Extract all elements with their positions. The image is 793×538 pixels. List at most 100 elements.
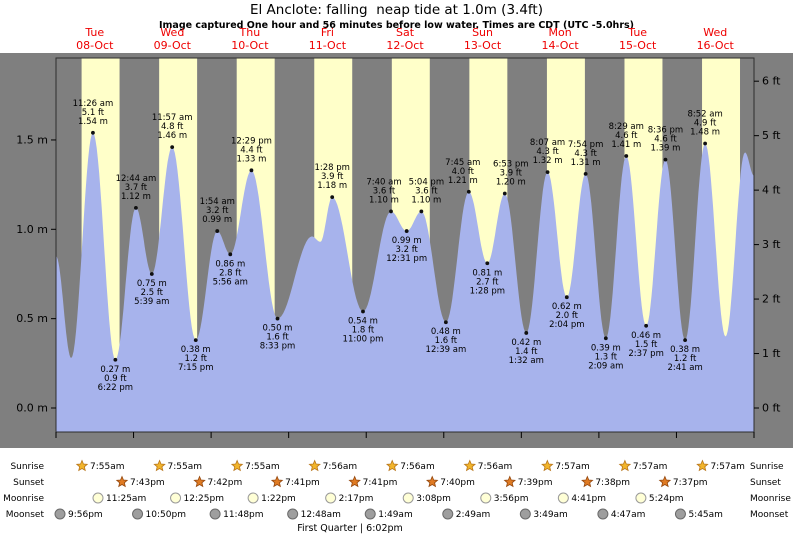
sunset-time: 7:37pm <box>673 478 708 488</box>
y-axis-label-ft: 1 ft <box>762 347 781 360</box>
sunset-icon <box>503 475 517 488</box>
moonrise-icon <box>557 492 569 504</box>
moonrise-row: Moonrise Moonrise 11:25am 12:25pm 1:22pm 2:17… <box>3 492 791 504</box>
moonset-icon <box>597 508 609 520</box>
tide-event-label-line: 3.2 ft <box>395 245 418 255</box>
moonrise-icon <box>92 492 104 504</box>
tide-event-label-line: 3.7 ft <box>125 183 148 193</box>
tide-event-label-line: 0.75 m <box>137 279 167 289</box>
tide-event-label-line: 1.21 m <box>448 176 478 186</box>
tide-event-label-line: 11:57 am <box>152 113 193 123</box>
moonset-time: 11:48pm <box>223 510 263 520</box>
moonset-time: 4:47am <box>611 510 646 520</box>
sunrise-icon <box>385 459 399 472</box>
moonset-icon <box>209 508 221 520</box>
sunrise-time: 7:55am <box>168 462 203 472</box>
moonrise-time: 1:22pm <box>261 494 296 504</box>
tide-event-label-line: 1.18 m <box>317 181 347 191</box>
y-axis-label-m: 0.5 m <box>16 312 48 325</box>
tide-event-label-line: 4.3 ft <box>574 149 597 159</box>
day-weekday: Sun <box>472 26 493 39</box>
tide-event-label-line: 2.5 ft <box>141 288 164 298</box>
moonrise-time: 5:24pm <box>649 494 684 504</box>
tide-event-label-line: 8:33 pm <box>260 342 295 352</box>
tide-event-label-line: 1.31 m <box>571 158 601 168</box>
day-date: 16-Oct <box>697 39 735 52</box>
moonset-icon <box>287 508 299 520</box>
tide-event-label-line: 3.2 ft <box>206 206 229 216</box>
tide-event-label-line: 3.9 ft <box>500 169 523 179</box>
tide-event-label-line: 4.6 ft <box>654 135 677 145</box>
moonset-caption-right: Moonset <box>750 510 789 520</box>
tide-event-label-line: 4.4 ft <box>240 145 263 155</box>
axes: 0.0 m 0.5 m 1.0 m 1.5 m 0 ft 1 ft 2 ft 3 ft 4 ft… <box>16 75 781 438</box>
tide-event-label-line: 5:56 am <box>213 277 248 287</box>
tide-event-dot <box>389 209 393 214</box>
tide-event-label-line: 1.54 m <box>78 117 108 127</box>
sunrise-icon <box>153 459 166 472</box>
tide-event-label-line: 0.9 ft <box>104 374 127 384</box>
tide-event-dot <box>170 145 175 149</box>
tide-event-dot <box>113 357 118 362</box>
tide-event-label-line: 1.46 m <box>157 131 187 141</box>
moonset-time: 10:50pm <box>146 510 186 520</box>
day-weekday: Thu <box>239 26 261 39</box>
moonrise-time: 3:08pm <box>416 494 451 504</box>
sunset-caption-left: Sunset <box>13 478 44 488</box>
day-date: 09-Oct <box>154 39 192 52</box>
y-axis-label-ft: 3 ft <box>762 238 781 251</box>
tide-event-label-line: 12:31 pm <box>386 254 427 264</box>
tide-event-label-line: 2:09 am <box>588 361 623 371</box>
tide-event-dot <box>663 157 668 162</box>
tide-event-label-line: 1.2 ft <box>674 354 697 364</box>
moonset-icon <box>364 508 376 520</box>
chart-title: El Anclote: falling neap tide at 1.0m (3… <box>249 2 543 18</box>
y-axis-label-m: 1.0 m <box>16 223 48 236</box>
sunrise-icon <box>75 459 89 472</box>
moonrise-caption-left: Moonrise <box>3 494 44 504</box>
sunset-icon <box>581 475 594 488</box>
moonset-row: Moonset Moonset 9:56pm 10:50pm 11:48pm 12:48a… <box>6 508 789 520</box>
tide-event-dot <box>275 316 280 321</box>
sunrise-time: 7:56am <box>400 462 435 472</box>
moonrise-time: 3:56pm <box>494 494 529 504</box>
tide-event-label-line: 1.12 m <box>121 192 151 202</box>
day-date: 15-Oct <box>619 39 657 52</box>
tide-event-label-line: 12:29 pm <box>231 136 272 146</box>
tide-event-label-line: 8:29 am <box>609 122 644 132</box>
day-weekday: Tue <box>627 26 647 39</box>
day-weekday: Mon <box>549 26 572 39</box>
tide-event-dot <box>419 209 424 214</box>
sunset-row: Sunset Sunset 7:43pm 7:42pm 7:41pm 7:41pm 7:40… <box>13 475 781 488</box>
moonset-caption-left: Moonset <box>6 510 45 520</box>
tide-event-label-line: 7:40 am <box>366 177 401 187</box>
tide-event-label-line: 7:15 pm <box>178 363 213 373</box>
tide-event-dot <box>644 323 649 328</box>
sunrise-icon <box>308 459 321 472</box>
sunrise-time: 7:56am <box>478 462 513 472</box>
tide-event-dot <box>524 331 529 335</box>
sunrise-row: Sunrise Sunrise 7:55am 7:55am 7:55am 7:56am 7:… <box>10 459 784 472</box>
tide-event-dot <box>249 168 254 173</box>
tide-event-dot <box>624 154 629 158</box>
moonset-time: 2:49am <box>456 510 491 520</box>
tide-event-label-line: 1.41 m <box>611 140 641 150</box>
day-weekday: Fri <box>321 26 334 39</box>
sunrise-time: 7:57am <box>555 462 590 472</box>
date-labels: Tue08-OctWed09-OctThu10-OctFri11-OctSat1… <box>76 26 734 52</box>
sunrise-icon <box>618 459 632 472</box>
tide-event-label-line: 0.38 m <box>181 345 211 355</box>
tide-event-label-line: 2:41 am <box>667 363 702 373</box>
tide-event-label-line: 2.8 ft <box>219 268 242 278</box>
sunset-icon <box>115 475 129 488</box>
sunrise-icon <box>696 459 709 472</box>
tide-event-label-line: 4.3 ft <box>536 147 559 157</box>
tide-event-label-line: 1.39 m <box>650 144 680 154</box>
tide-event-label-line: 8:52 am <box>687 110 722 120</box>
moonrise-caption-right: Moonrise <box>750 494 791 504</box>
tide-event-labels: 11:26 am5.1 ft1.54 m 0.27 m0.9 ft6:22 pm 1… <box>73 99 723 393</box>
moonset-time: 1:49am <box>378 510 413 520</box>
day-weekday: Tue <box>84 26 104 39</box>
